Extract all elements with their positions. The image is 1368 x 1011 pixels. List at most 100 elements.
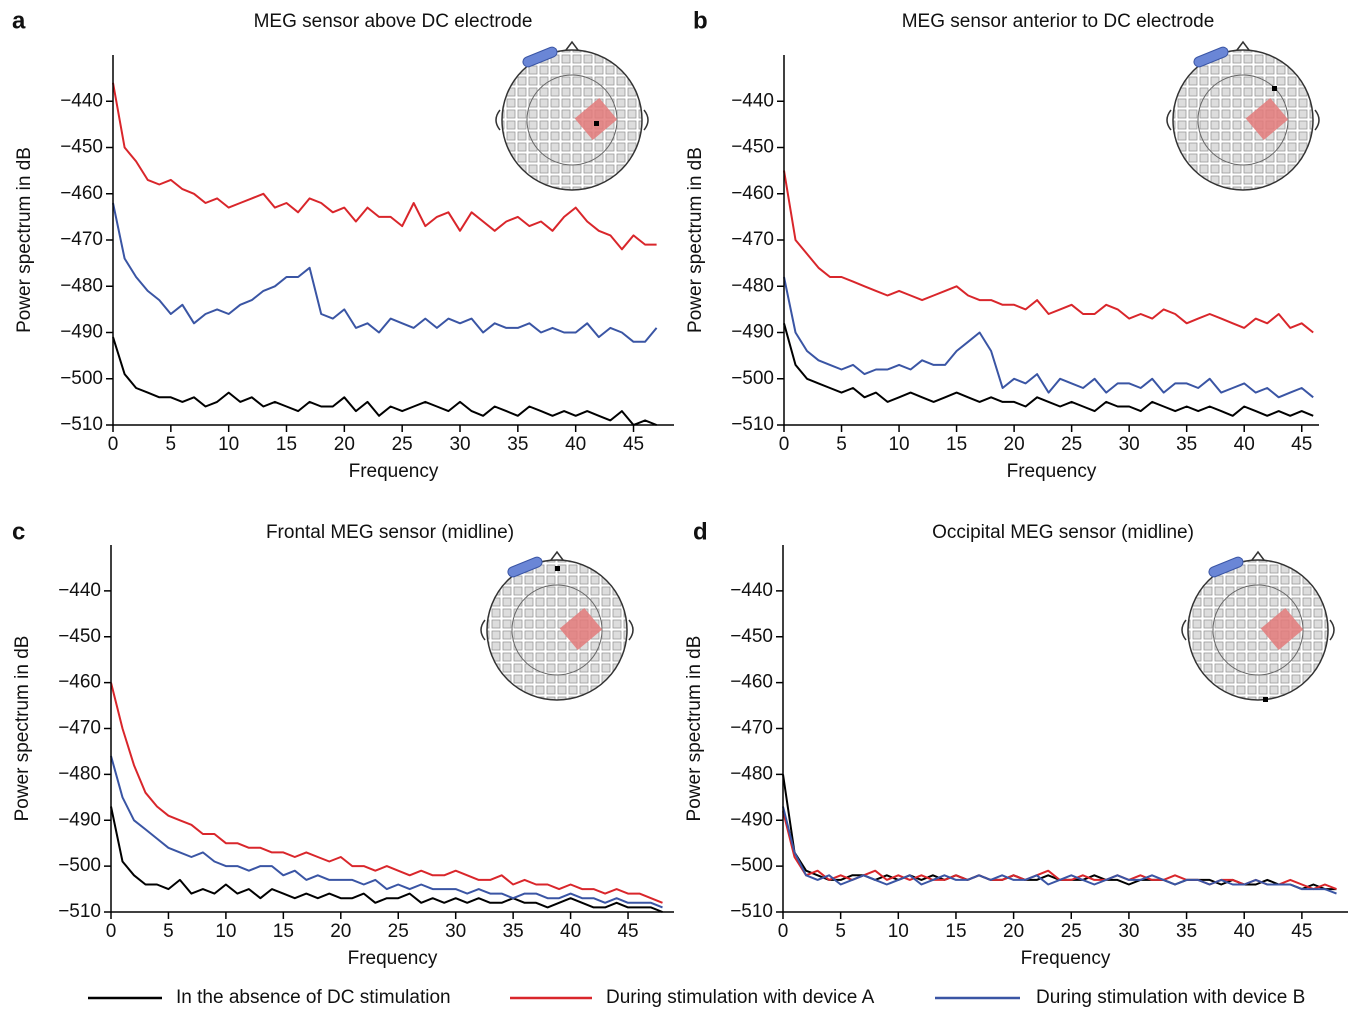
- x-tick-label: 35: [503, 921, 524, 942]
- series-line: [782, 774, 1337, 891]
- chart-title: MEG sensor anterior to DC electrode: [902, 11, 1215, 32]
- x-tick-label: 20: [1004, 434, 1025, 455]
- x-tick-label: 35: [1176, 921, 1197, 942]
- x-axis-label: Frequency: [349, 461, 439, 482]
- x-tick-label: 30: [445, 921, 466, 942]
- series-line: [783, 276, 1314, 399]
- y-tick-label: −510: [60, 414, 103, 435]
- x-tick-label: 15: [946, 434, 967, 455]
- chart-title: Frontal MEG sensor (midline): [266, 522, 514, 543]
- series-line: [782, 806, 1337, 895]
- axes: [783, 55, 1319, 426]
- x-tick-label: 45: [1291, 434, 1312, 455]
- y-tick-label: −460: [730, 672, 773, 693]
- x-tick-label: 5: [166, 434, 177, 455]
- x-tick-label: 5: [835, 921, 846, 942]
- series-line: [782, 810, 1337, 891]
- y-tick-label: −480: [731, 275, 774, 296]
- x-tick-label: 40: [1234, 434, 1255, 455]
- x-tick-label: 0: [108, 434, 119, 455]
- x-axis-label: Frequency: [1007, 461, 1097, 482]
- y-tick-label: −440: [60, 90, 103, 111]
- x-tick-label: 40: [565, 434, 586, 455]
- x-tick-label: 30: [1119, 434, 1140, 455]
- y-axis-label: Power spectrum in dB: [12, 636, 33, 822]
- y-tick-label: −450: [730, 626, 773, 647]
- x-tick-label: 35: [507, 434, 528, 455]
- y-tick-label: −460: [58, 672, 101, 693]
- series-line: [110, 806, 663, 913]
- x-tick-label: 5: [163, 921, 174, 942]
- x-tick-label: 25: [392, 434, 413, 455]
- x-axis-label: Frequency: [1021, 948, 1111, 969]
- x-tick-label: 20: [1003, 921, 1024, 942]
- x-tick-label: 10: [888, 921, 909, 942]
- y-tick-label: −440: [731, 90, 774, 111]
- x-tick-label: 10: [215, 921, 236, 942]
- y-tick-label: −470: [60, 229, 103, 250]
- panel-letter: c: [12, 518, 25, 545]
- x-tick-label: 30: [449, 434, 470, 455]
- y-tick-label: −440: [58, 580, 101, 601]
- y-tick-label: −510: [731, 414, 774, 435]
- y-tick-label: −490: [60, 322, 103, 343]
- y-tick-label: −480: [730, 763, 773, 784]
- x-tick-label: 40: [1234, 921, 1255, 942]
- y-tick-label: −470: [58, 718, 101, 739]
- x-tick-label: 45: [1291, 921, 1312, 942]
- legend: In the absence of DC stimulation During …: [88, 987, 1305, 1008]
- y-axis-label: Power spectrum in dB: [685, 147, 706, 333]
- x-tick-label: 20: [334, 434, 355, 455]
- y-tick-label: −500: [731, 368, 774, 389]
- x-tick-label: 10: [888, 434, 909, 455]
- axes: [112, 55, 674, 426]
- y-tick-label: −450: [60, 137, 103, 158]
- panel-letter: d: [693, 518, 708, 545]
- x-tick-label: 45: [617, 921, 638, 942]
- x-tick-label: 30: [1118, 921, 1139, 942]
- y-tick-label: −470: [731, 229, 774, 250]
- y-tick-label: −500: [730, 855, 773, 876]
- x-tick-label: 35: [1176, 434, 1197, 455]
- series-line: [112, 82, 657, 251]
- y-tick-label: −490: [731, 322, 774, 343]
- chart-title: Occipital MEG sensor (midline): [932, 522, 1194, 543]
- x-axis-label: Frequency: [348, 948, 438, 969]
- series-line: [783, 323, 1314, 417]
- x-tick-label: 25: [1061, 921, 1082, 942]
- y-tick-label: −490: [730, 809, 773, 830]
- y-tick-label: −450: [731, 137, 774, 158]
- y-tick-label: −480: [60, 275, 103, 296]
- series-line: [112, 336, 657, 426]
- y-tick-label: −470: [730, 718, 773, 739]
- y-axis-label: Power spectrum in dB: [684, 636, 705, 822]
- x-tick-label: 20: [330, 921, 351, 942]
- legend-label: In the absence of DC stimulation: [176, 987, 451, 1008]
- legend-label: During stimulation with device B: [1036, 987, 1305, 1008]
- series-line: [110, 755, 663, 909]
- x-tick-label: 15: [273, 921, 294, 942]
- panel-letter: a: [12, 7, 26, 34]
- x-tick-label: 15: [276, 434, 297, 455]
- y-tick-label: −480: [58, 763, 101, 784]
- head-inset: [480, 41, 1335, 702]
- y-tick-label: −490: [58, 809, 101, 830]
- x-tick-label: 25: [1061, 434, 1082, 455]
- y-tick-label: −510: [730, 901, 773, 922]
- axes: [110, 545, 674, 913]
- x-tick-label: 5: [836, 434, 847, 455]
- x-tick-label: 10: [218, 434, 239, 455]
- y-tick-label: −500: [60, 368, 103, 389]
- legend-label: During stimulation with device A: [606, 987, 875, 1008]
- y-tick-label: −500: [58, 855, 101, 876]
- y-tick-label: −460: [731, 183, 774, 204]
- x-tick-label: 15: [945, 921, 966, 942]
- x-tick-label: 40: [560, 921, 581, 942]
- series-line: [110, 682, 663, 904]
- chart-title: MEG sensor above DC electrode: [254, 11, 533, 32]
- x-tick-label: 25: [388, 921, 409, 942]
- series-line: [783, 170, 1314, 334]
- y-tick-label: −460: [60, 183, 103, 204]
- x-tick-label: 0: [106, 921, 117, 942]
